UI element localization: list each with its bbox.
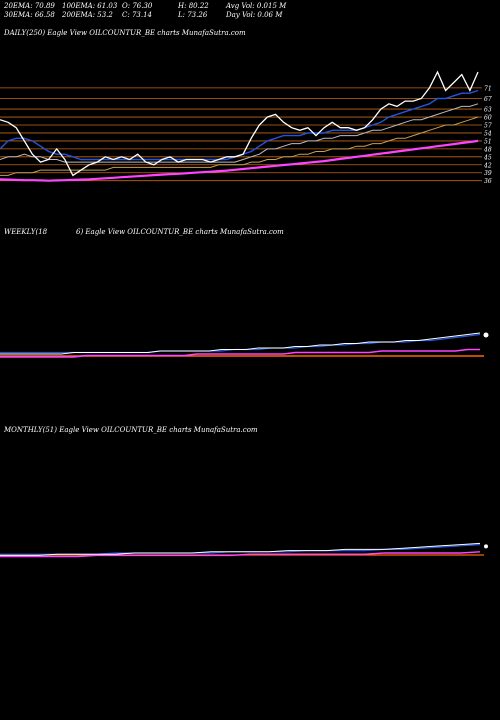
weekly-chart (0, 332, 489, 358)
ema200-readout: 200EMA: 53.2 (62, 11, 113, 19)
level-label: 51 (484, 138, 492, 145)
weekly-last-marker (483, 332, 489, 338)
level-label: 36 (484, 178, 492, 185)
low-readout: L: 73.26 (178, 11, 208, 19)
monthly-panel-title: MONTHLY(51) Eagle View OILCOUNTUR_BE cha… (4, 426, 258, 434)
avg-volume-readout: Avg Vol: 0.015 M (226, 2, 287, 10)
price-line (0, 70, 479, 177)
weekly-price-line (0, 332, 481, 355)
level-label: 45 (483, 154, 492, 161)
level-label: 57 (484, 123, 492, 130)
ema100-readout: 100EMA: 61.03 (62, 2, 118, 10)
daily-panel-title: DAILY(250) Eagle View OILCOUNTUR_BE char… (4, 29, 246, 37)
ema30-readout: 30EMA: 66.58 (4, 11, 55, 19)
day-volume-readout: Day Vol: 0.06 M (226, 11, 283, 19)
level-label: 63 (484, 107, 492, 114)
level-label: 67 (484, 96, 492, 103)
level-label: 60 (484, 115, 492, 122)
ema-mid-line (0, 103, 479, 163)
level-label: 54 (484, 130, 492, 137)
level-label: 48 (483, 146, 492, 153)
level-label: 71 (484, 85, 492, 92)
high-readout: H: 80.22 (178, 2, 209, 10)
monthly-last-marker (484, 544, 488, 549)
ema-200-line (0, 139, 479, 182)
weekly-panel-title-b: 6) Eagle View OILCOUNTUR_BE charts Munaf… (76, 228, 284, 236)
level-label: 42 (483, 162, 492, 169)
open-readout: O: 76.30 (122, 2, 153, 10)
weekly-panel-title-a: WEEKLY(18 (4, 228, 48, 236)
level-label: 39 (484, 170, 492, 177)
ema20-readout: 20EMA: 70.89 (4, 2, 55, 10)
monthly-price-line (0, 542, 481, 556)
monthly-ema-200-line (0, 551, 481, 558)
close-readout: C: 73.14 (122, 11, 152, 19)
monthly-chart (0, 542, 488, 558)
weekly-ema-200-line (0, 348, 480, 358)
ema-slow-line (0, 116, 479, 176)
